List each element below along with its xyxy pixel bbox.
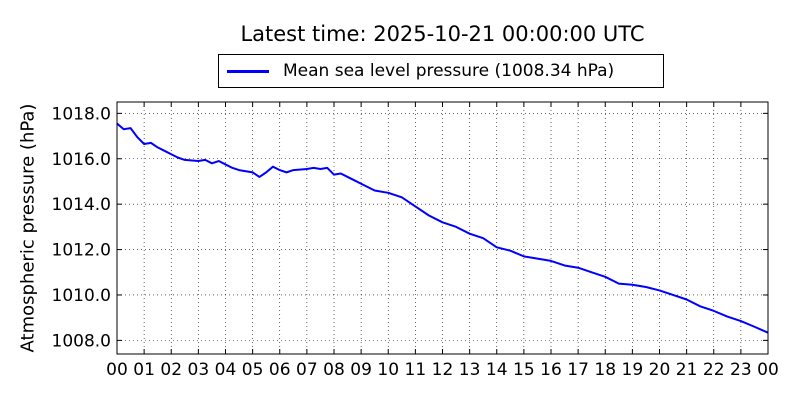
x-tick-labels: 00 01 02 03 04 05 06 07 08 09 10 11 12 13 14 15 16 17 18 19… [106, 360, 779, 380]
x-tick-label: 07 [296, 360, 318, 380]
x-tick-label: 06 [269, 360, 291, 380]
x-tick-label: 18 [594, 360, 616, 380]
y-tick-labels: 1008.0 1010.0 1012.0 1014.0 1016.0 1018.0 [52, 104, 111, 351]
x-tick-label: 12 [432, 360, 454, 380]
plot-frame [116, 101, 769, 355]
x-tick-label: 10 [377, 360, 399, 380]
x-tick-label: 05 [242, 360, 264, 380]
x-tick-label: 20 [649, 360, 671, 380]
ticks [116, 102, 769, 354]
y-tick-label: 1014.0 [52, 195, 111, 215]
series-layer [116, 122, 769, 334]
x-tick-label: 08 [323, 360, 345, 380]
legend-swatch [227, 69, 269, 73]
x-tick-label: 21 [676, 360, 698, 380]
x-tick-label: 17 [567, 360, 589, 380]
x-tick-label: 02 [160, 360, 182, 380]
y-tick-label: 1012.0 [52, 241, 111, 261]
x-tick-label: 01 [133, 360, 155, 380]
x-tick-label: 22 [703, 360, 725, 380]
y-tick-label: 1008.0 [52, 331, 111, 351]
y-tick-label: 1018.0 [52, 104, 111, 124]
legend-label: Mean sea level pressure (1008.34 hPa) [283, 61, 615, 81]
x-tick-label: 00 [757, 360, 779, 380]
x-tick-label: 13 [459, 360, 481, 380]
x-tick-label: 09 [350, 360, 372, 380]
x-tick-label: 16 [540, 360, 562, 380]
x-tick-label: 03 [188, 360, 210, 380]
grid [117, 102, 768, 354]
x-tick-label: 23 [730, 360, 752, 380]
legend: Mean sea level pressure (1008.34 hPa) [218, 54, 664, 88]
y-tick-label: 1016.0 [52, 150, 111, 170]
x-tick-label: 19 [622, 360, 644, 380]
y-tick-label: 1010.0 [52, 286, 111, 306]
x-tick-label: 11 [405, 360, 427, 380]
x-tick-label: 00 [106, 360, 128, 380]
x-tick-label: 14 [486, 360, 508, 380]
chart-title: Latest time: 2025-10-21 00:00:00 UTC [240, 22, 645, 46]
x-tick-label: 15 [513, 360, 535, 380]
x-tick-label: 04 [215, 360, 237, 380]
series-line-mslp [116, 122, 769, 334]
